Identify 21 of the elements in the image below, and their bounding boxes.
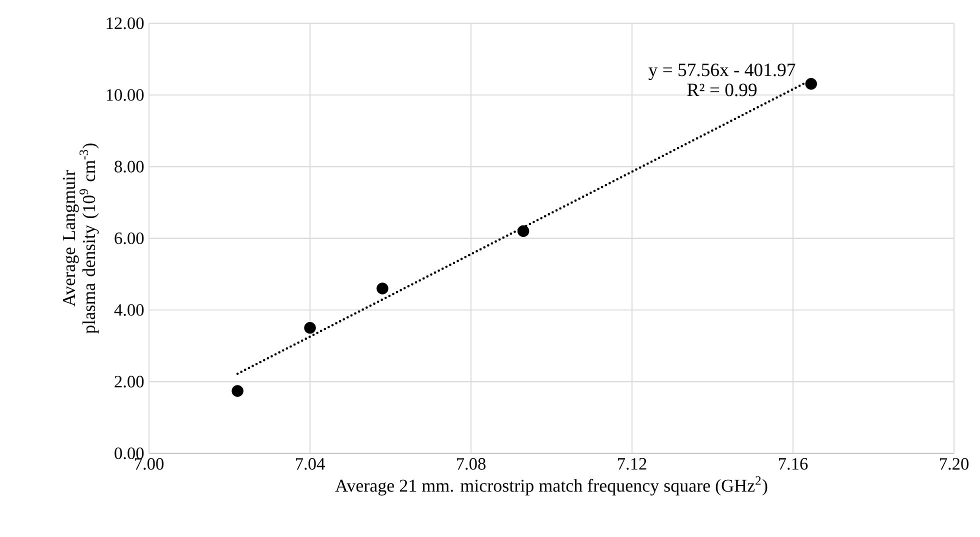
y-tick-label: 6.00 <box>114 232 144 244</box>
x-tick-label: 7.20 <box>940 458 969 470</box>
y-tick-label: 0.00 <box>114 447 144 460</box>
y-tick-label: 2.00 <box>114 376 144 388</box>
annotation: R² = 0.99 <box>687 83 757 96</box>
point <box>376 282 388 294</box>
y-tick-label: 8.00 <box>114 160 144 172</box>
y-tick-label: 4.00 <box>114 304 144 316</box>
x-tick-label: 7.04 <box>296 458 325 470</box>
point <box>517 225 530 237</box>
y-tick-label: 12.00 <box>106 17 144 30</box>
x-tick-label: 7.12 <box>618 458 646 470</box>
point <box>805 78 817 90</box>
y-tick-label: 10.00 <box>106 88 144 101</box>
annotation: y = 57.56x - 401.97 <box>648 63 796 80</box>
point <box>232 384 244 397</box>
x-axis-title: Average 21 mm. microstrip match frequency square (GHz$^{2}$) <box>335 476 768 496</box>
x-tick-label: 7.16 <box>778 458 808 470</box>
x-tick-label: 7.00 <box>134 458 164 470</box>
x-tick-label: 7.08 <box>456 458 486 470</box>
point <box>304 322 316 334</box>
